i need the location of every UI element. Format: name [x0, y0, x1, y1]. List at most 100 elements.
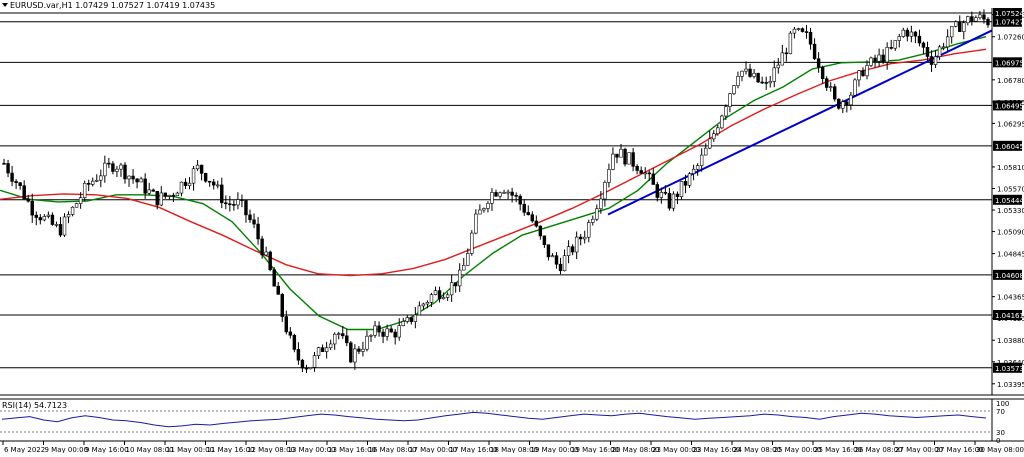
candle-body: [607, 169, 611, 183]
candle-body: [111, 163, 115, 172]
candle-body: [732, 85, 736, 95]
candle-body: [550, 255, 555, 258]
level-label-box: [993, 8, 1022, 19]
price-tick-label: 1.04845: [997, 251, 1024, 259]
candle-body: [978, 14, 982, 18]
candle-body: [429, 294, 434, 303]
candle-body: [312, 355, 317, 368]
candle-body: [909, 31, 914, 37]
candle-body: [828, 86, 833, 88]
time-tick-label: 13 May 00:00: [288, 446, 336, 453]
candle-body: [873, 57, 877, 62]
price-tick-label: 1.05090: [997, 229, 1024, 237]
candle-body: [921, 42, 926, 48]
candle-body: [889, 47, 893, 49]
candle-body: [115, 168, 119, 172]
time-tick-label: 20 May 08:00: [612, 446, 660, 453]
time-tick-label: 9 May 16:00: [85, 446, 129, 453]
chart-title: EURUSD.var,H1 1.07429 1.07527 1.07419 1.…: [10, 1, 215, 10]
candle-body: [720, 115, 724, 129]
time-tick-label: 25 May 00:00: [774, 446, 822, 453]
price-tick-label: 1.06295: [997, 120, 1024, 128]
candle-body: [300, 359, 305, 369]
candle-body: [703, 147, 708, 156]
candle-body: [58, 224, 63, 236]
candle-body: [466, 253, 470, 266]
candle-body: [788, 32, 793, 55]
candle-body: [131, 175, 135, 180]
level-label: 1.06495: [995, 102, 1024, 110]
candle-body: [619, 148, 623, 158]
level-label-box: [993, 100, 1022, 111]
candle-body: [139, 178, 143, 183]
candle-body: [712, 133, 716, 140]
time-tick-label: 11 May 00:00: [166, 446, 214, 453]
candle-body: [784, 52, 789, 55]
candle-body: [95, 179, 99, 182]
candle-body: [816, 58, 821, 68]
candle-body: [929, 56, 934, 65]
time-tick-label: 27 May 00:00: [895, 446, 943, 453]
time-tick-label: 19 May 16:00: [571, 446, 619, 453]
candle-body: [933, 56, 938, 65]
candle-body: [958, 21, 962, 32]
time-tick-label: 23 May 16:00: [693, 446, 741, 453]
candle-body: [6, 163, 10, 174]
candle-body: [542, 235, 547, 245]
level-label: 1.05444: [995, 197, 1024, 205]
candle-body: [74, 203, 79, 208]
candles: [2, 9, 990, 373]
candle-body: [304, 367, 309, 370]
candle-body: [195, 164, 200, 170]
candle-body: [377, 325, 381, 333]
candle-body: [147, 189, 151, 194]
candle-body: [583, 236, 587, 240]
horizontal-levels: [0, 12, 992, 369]
candle-body: [861, 70, 865, 77]
level-label: 1.04608: [995, 272, 1024, 280]
candle-body: [224, 202, 228, 205]
time-tick-label: 30 May 08:00: [976, 446, 1024, 453]
price-tick-label: 1.03880: [997, 337, 1024, 345]
candle-body: [284, 316, 289, 333]
chart-title-bar: EURUSD.var,H1 1.07429 1.07527 1.07419 1.…: [2, 1, 215, 10]
candle-body: [179, 181, 184, 194]
candle-body: [474, 213, 478, 234]
candle-body: [865, 65, 869, 77]
trendline-line: [607, 29, 993, 216]
candle-body: [570, 246, 575, 253]
candle-body: [897, 36, 901, 41]
candle-body: [558, 263, 563, 272]
candle-body: [320, 347, 325, 352]
candle-body: [337, 333, 341, 335]
dropdown-triangle-icon: [2, 3, 8, 7]
candle-body: [119, 164, 123, 170]
candle-body: [135, 178, 139, 183]
candle-body: [78, 197, 83, 204]
candle-body: [256, 223, 260, 240]
candle-body: [42, 216, 47, 221]
ma-line: [0, 48, 987, 277]
candle-body: [587, 222, 591, 238]
price-tick-label: 1.03640: [997, 359, 1024, 367]
candle-body: [248, 214, 252, 221]
price-tick-label: 1.03395: [997, 381, 1024, 389]
candle-body: [30, 200, 34, 216]
candle-body: [365, 335, 369, 350]
candle-body: [893, 40, 897, 49]
candle-body: [397, 325, 401, 338]
candle-body: [46, 214, 51, 217]
candle-body: [328, 343, 333, 349]
time-tick-label: 17 May 00:00: [409, 446, 457, 453]
candle-body: [324, 347, 329, 352]
candle-body: [683, 181, 688, 186]
time-tick-label: 25 May 16:00: [814, 446, 862, 453]
level-label-box: [993, 140, 1022, 151]
candle-body: [353, 348, 357, 363]
candle-body: [663, 192, 668, 194]
candle-body: [792, 28, 797, 34]
candle-body: [716, 127, 720, 134]
candle-body: [962, 22, 966, 32]
candle-body: [546, 244, 551, 258]
